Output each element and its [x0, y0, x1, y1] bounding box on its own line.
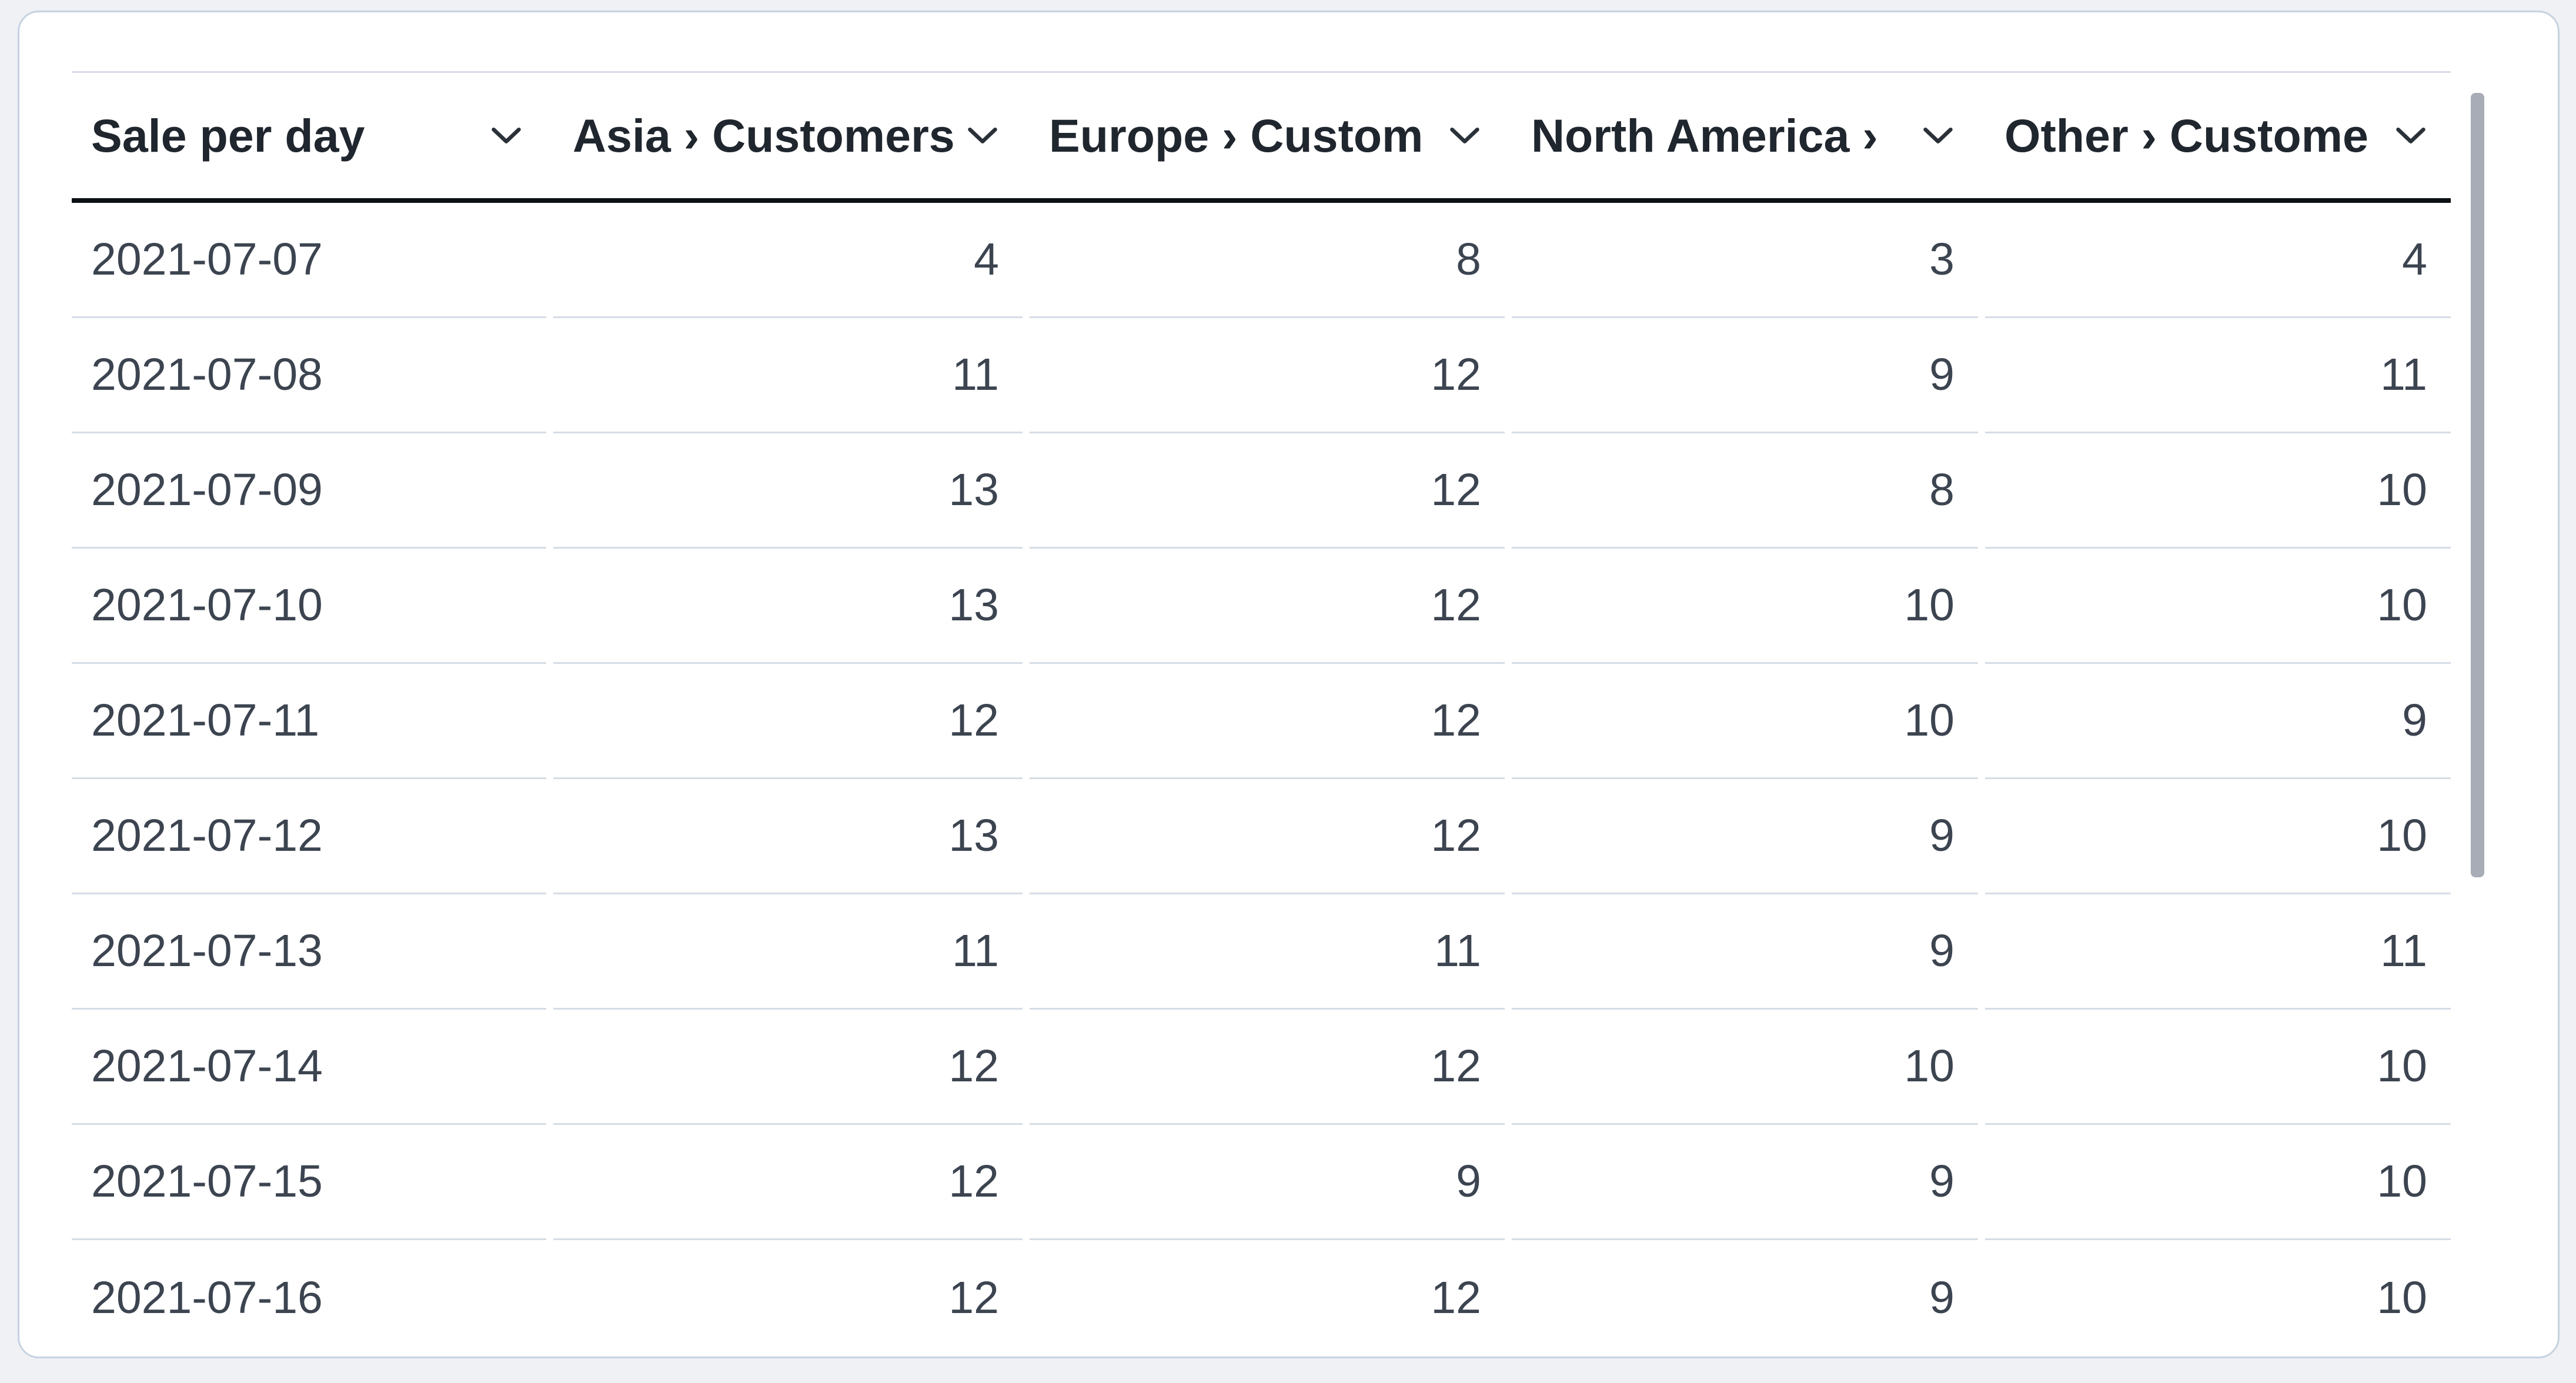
- value-cell[interactable]: 9: [1512, 894, 1978, 1010]
- value-cell[interactable]: 8: [1512, 433, 1978, 549]
- column-header-sale-per-day[interactable]: Sale per day: [72, 73, 546, 198]
- vertical-scrollbar-thumb[interactable]: [2471, 93, 2484, 877]
- value-cell[interactable]: 13: [553, 433, 1023, 549]
- column-header-label: North America ›: [1531, 109, 1878, 162]
- value-cell[interactable]: 12: [1030, 664, 1505, 779]
- value-cell[interactable]: 13: [553, 549, 1023, 664]
- table-row: 2021-07-12 13 12 9 10: [72, 779, 2451, 894]
- date-cell[interactable]: 2021-07-07: [72, 203, 546, 318]
- value-cell[interactable]: 11: [1985, 318, 2451, 433]
- value-cell[interactable]: 12: [948, 1272, 999, 1323]
- table-row: 2021-07-15 12 9 9 10: [72, 1125, 2451, 1240]
- table-card: Sale per day Asia › Customers Europe › Cus…: [18, 11, 2560, 1358]
- date-cell[interactable]: 2021-07-09: [72, 433, 546, 549]
- value-cell[interactable]: 10: [1985, 779, 2451, 894]
- value-cell[interactable]: 10: [2377, 1272, 2427, 1323]
- column-header-north-america[interactable]: North America ›: [1512, 73, 1978, 198]
- value-cell[interactable]: 12: [1030, 318, 1505, 433]
- table-row: 2021-07-13 11 11 9 11: [72, 894, 2451, 1010]
- value-cell[interactable]: 9: [1929, 1272, 1954, 1323]
- value-cell[interactable]: 12: [1030, 549, 1505, 664]
- column-header-label: Sale per day: [91, 109, 365, 162]
- date-cell[interactable]: 2021-07-12: [72, 779, 546, 894]
- value-cell[interactable]: 12: [1431, 1272, 1481, 1323]
- table-row: 2021-07-08 11 12 9 11: [72, 318, 2451, 433]
- value-cell[interactable]: 12: [1030, 779, 1505, 894]
- value-cell[interactable]: 11: [553, 894, 1023, 1010]
- value-cell[interactable]: 11: [553, 318, 1023, 433]
- date-cell[interactable]: 2021-07-13: [72, 894, 546, 1010]
- date-cell[interactable]: 2021-07-10: [72, 549, 546, 664]
- value-cell[interactable]: 10: [1985, 1125, 2451, 1240]
- date-cell[interactable]: 2021-07-15: [72, 1125, 546, 1240]
- date-cell[interactable]: 2021-07-16: [91, 1272, 323, 1323]
- column-header-label: Other › Custome: [2004, 109, 2368, 162]
- date-cell[interactable]: 2021-07-14: [72, 1010, 546, 1125]
- column-header-other[interactable]: Other › Custome: [1985, 73, 2451, 198]
- value-cell[interactable]: 12: [553, 664, 1023, 779]
- chevron-down-icon: [492, 127, 521, 143]
- value-cell[interactable]: 9: [1985, 664, 2451, 779]
- value-cell[interactable]: 12: [553, 1010, 1023, 1125]
- value-cell[interactable]: 9: [1512, 1125, 1978, 1240]
- value-cell[interactable]: 3: [1512, 203, 1978, 318]
- value-cell[interactable]: 13: [553, 779, 1023, 894]
- value-cell[interactable]: 4: [553, 203, 1023, 318]
- value-cell[interactable]: 12: [1030, 433, 1505, 549]
- value-cell[interactable]: 9: [1512, 779, 1978, 894]
- chevron-down-icon: [968, 127, 997, 143]
- table-header-row: Sale per day Asia › Customers Europe › Cus…: [72, 71, 2451, 203]
- column-header-label: Asia › Customers: [573, 109, 953, 162]
- table-row: 2021-07-07 4 8 3 4: [72, 203, 2451, 318]
- value-cell[interactable]: 9: [1512, 318, 1978, 433]
- chevron-down-icon: [1923, 127, 1953, 143]
- value-cell[interactable]: 10: [1985, 433, 2451, 549]
- value-cell[interactable]: 4: [1985, 203, 2451, 318]
- table-row: 2021-07-10 13 12 10 10: [72, 549, 2451, 664]
- date-cell[interactable]: 2021-07-11: [72, 664, 546, 779]
- chevron-down-icon: [2396, 127, 2425, 143]
- column-header-label: Europe › Custom: [1049, 109, 1424, 162]
- value-cell[interactable]: 10: [1985, 1010, 2451, 1125]
- value-cell[interactable]: 11: [1030, 894, 1505, 1010]
- value-cell[interactable]: 8: [1030, 203, 1505, 318]
- data-table: Sale per day Asia › Customers Europe › Cus…: [72, 71, 2451, 1355]
- value-cell[interactable]: 10: [1512, 1010, 1978, 1125]
- value-cell[interactable]: 12: [553, 1125, 1023, 1240]
- table-row: 2021-07-14 12 12 10 10: [72, 1010, 2451, 1125]
- table-body: 2021-07-07 4 8 3 4 2021-07-08 11 12 9 11 2021-07-0…: [72, 203, 2451, 1355]
- value-cell[interactable]: 9: [1030, 1125, 1505, 1240]
- value-cell[interactable]: 10: [1512, 664, 1978, 779]
- chevron-down-icon: [1450, 127, 1479, 143]
- table-row: 2021-07-16 12 12 9 10: [72, 1240, 2451, 1355]
- value-cell[interactable]: 10: [1512, 549, 1978, 664]
- column-header-asia[interactable]: Asia › Customers: [553, 73, 1023, 198]
- table-row: 2021-07-11 12 12 10 9: [72, 664, 2451, 779]
- date-cell[interactable]: 2021-07-08: [72, 318, 546, 433]
- value-cell[interactable]: 12: [1030, 1010, 1505, 1125]
- table-row: 2021-07-09 13 12 8 10: [72, 433, 2451, 549]
- value-cell[interactable]: 11: [1985, 894, 2451, 1010]
- value-cell[interactable]: 10: [1985, 549, 2451, 664]
- column-header-europe[interactable]: Europe › Custom: [1030, 73, 1505, 198]
